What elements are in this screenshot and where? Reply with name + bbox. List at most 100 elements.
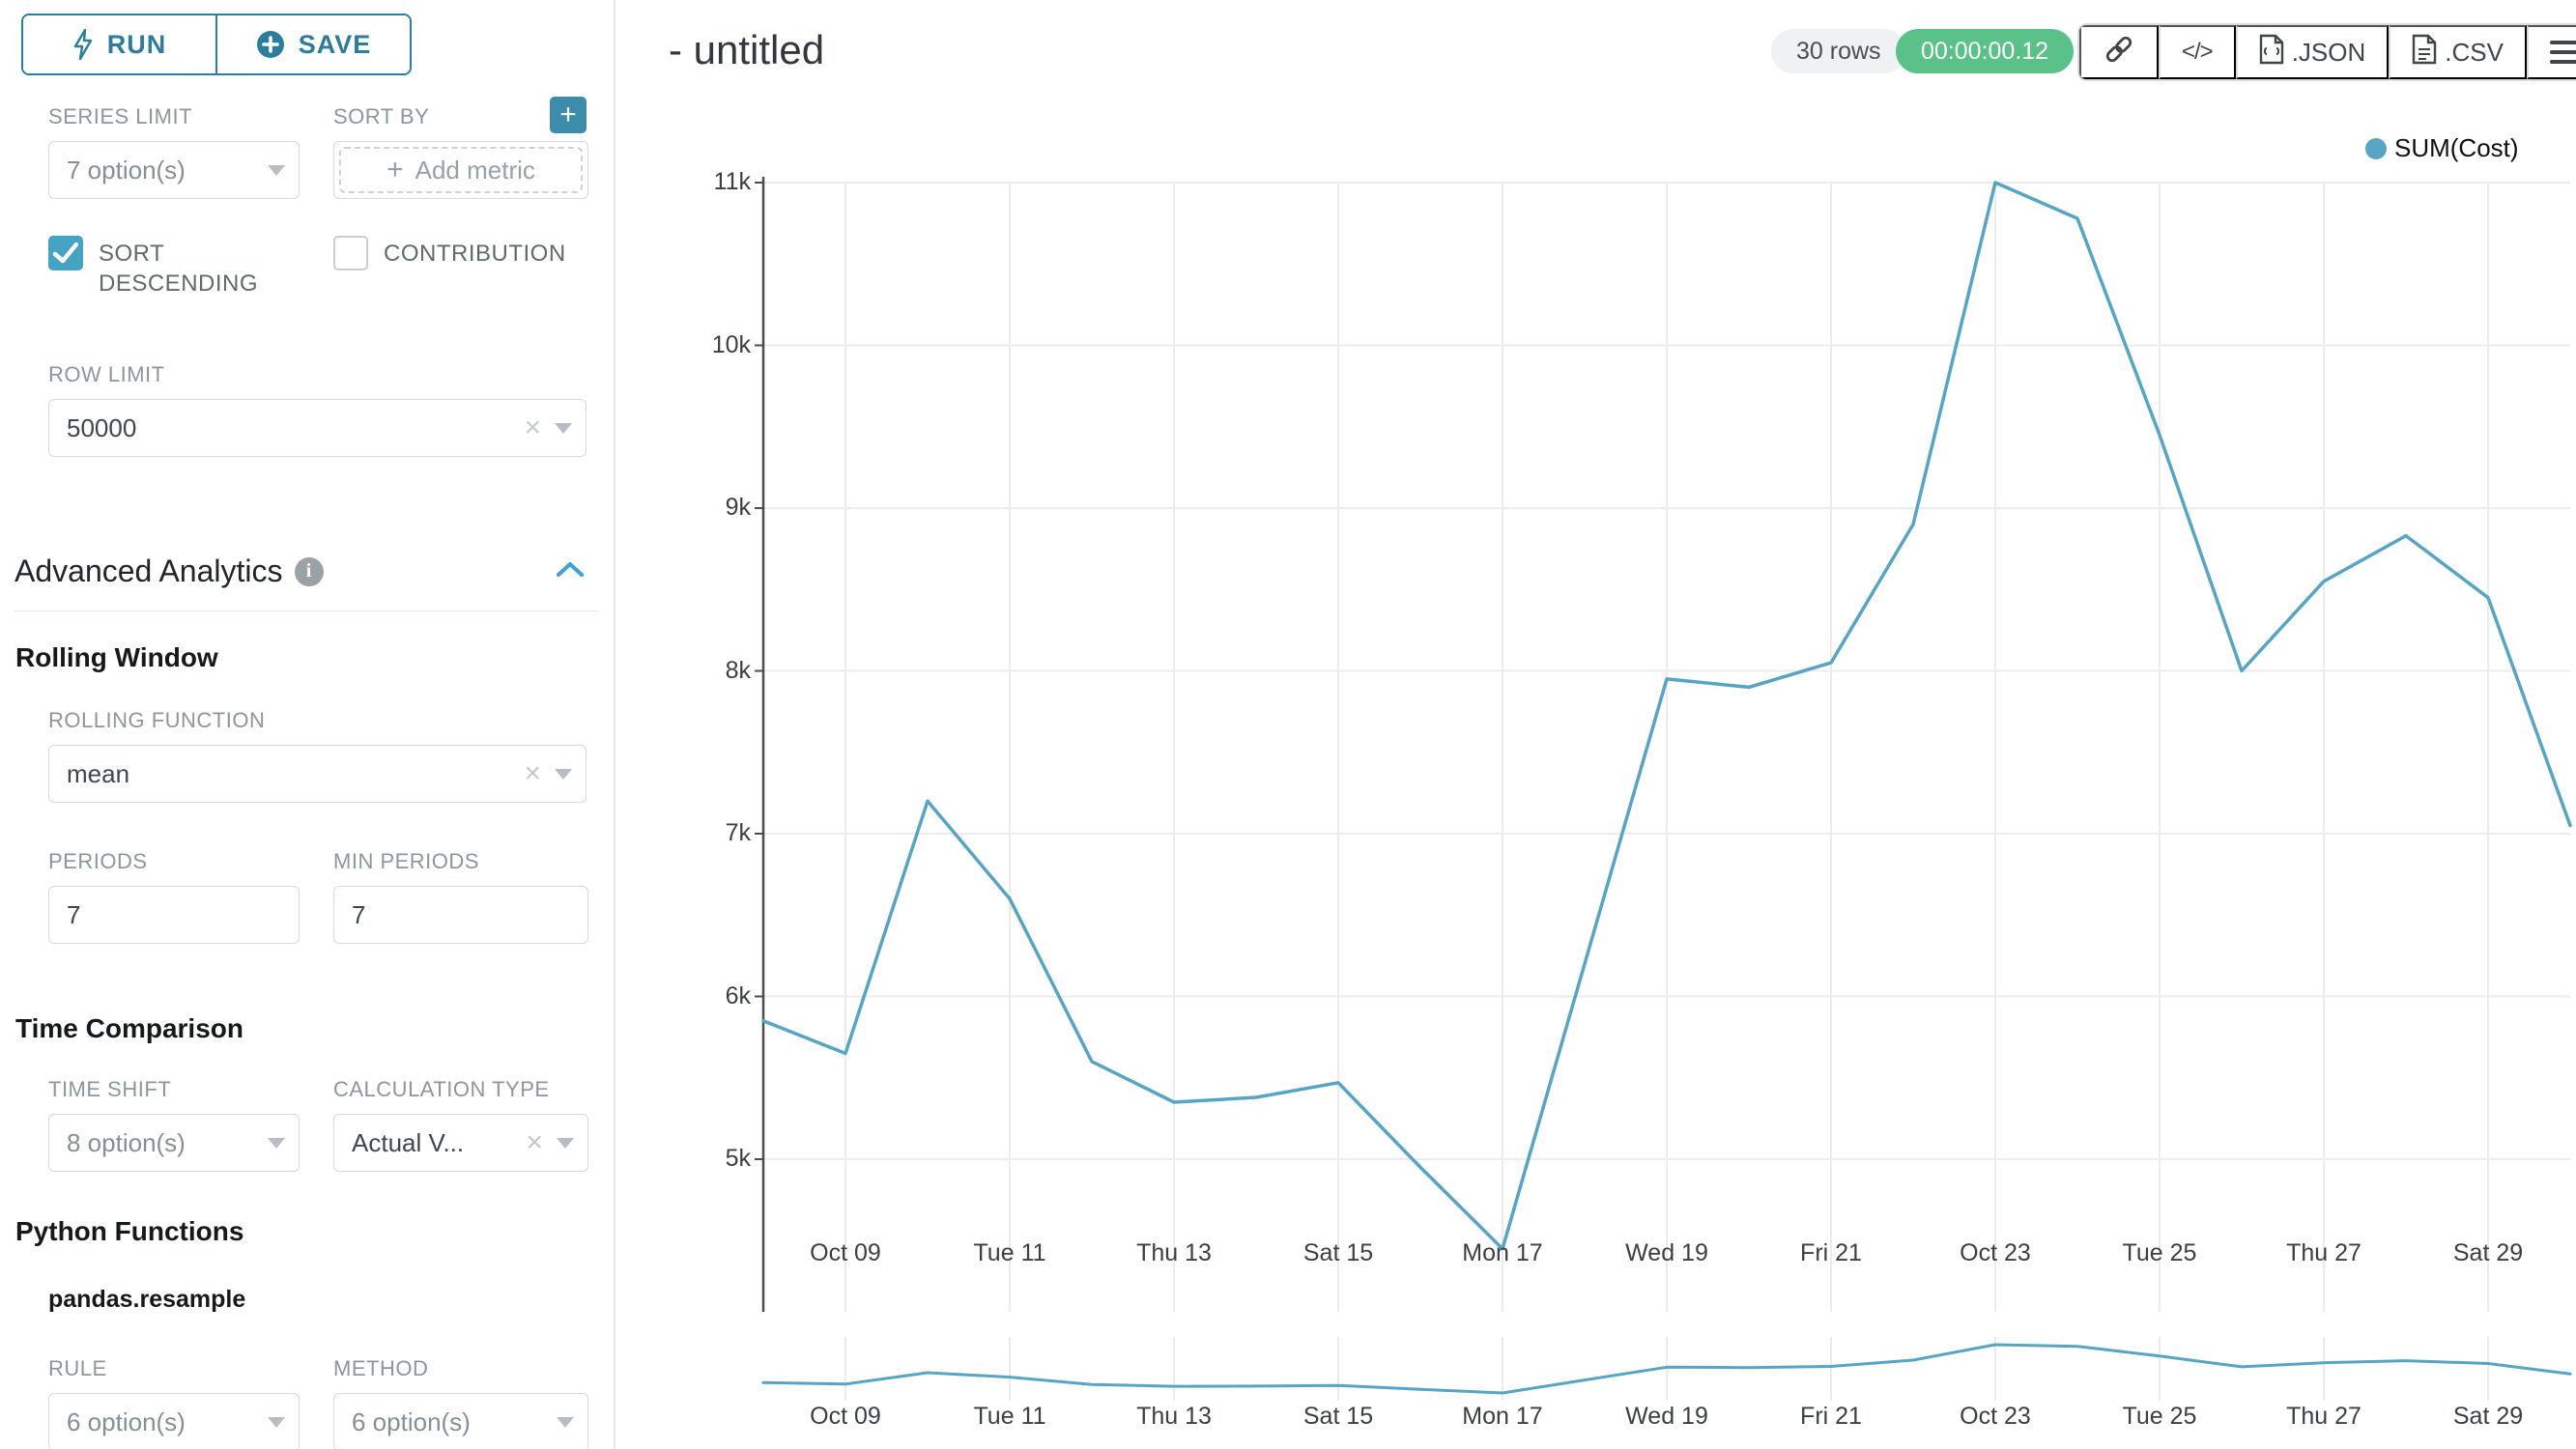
run-save-button-group: RUN SAVE [21,14,412,75]
controls-sidebar: RUN SAVE SERIES LIMIT SORT BY + 7 option… [0,0,615,1449]
chevron-down-icon [268,164,285,176]
x-axis-tick-label: Thu 13 [1136,1239,1212,1266]
mini-x-axis-tick-label: Mon 17 [1462,1403,1543,1430]
x-axis-tick-label: Thu 27 [2286,1239,2361,1266]
x-axis-tick-label: Wed 19 [1625,1239,1708,1266]
rows-count-badge: 30 rows [1771,29,1906,73]
sort-by-label: SORT BY [333,104,430,128]
rolling-function-select[interactable]: mean × [48,745,587,804]
method-label: METHOD [333,1356,429,1381]
series-limit-select[interactable]: 7 option(s) [48,141,300,199]
lightning-icon [72,29,94,60]
mini-x-axis-tick-label: Oct 09 [810,1403,881,1430]
add-metric-plus-button[interactable]: + [550,97,587,133]
y-axis-tick-label: 5k [725,1145,751,1172]
hamburger-menu-icon [2549,41,2576,64]
export-json-button[interactable]: .JSON [2235,25,2390,79]
legend-label: SUM(Cost) [2394,133,2519,162]
x-axis-tick-label: Oct 09 [810,1239,881,1266]
chevron-down-icon [555,422,572,434]
time-shift-label: TIME SHIFT [48,1077,172,1102]
advanced-analytics-title: Advanced Analytics [14,554,283,589]
chevron-down-icon [268,1137,285,1149]
legend-dot-icon [2365,137,2387,159]
json-file-icon [2259,34,2284,71]
clear-icon[interactable]: × [524,757,541,790]
menu-button[interactable] [2526,25,2576,79]
save-button[interactable]: SAVE [215,15,410,73]
sort-descending-checkbox-row[interactable]: SORT DESCENDING [48,236,300,298]
row-limit-value: 50000 [67,412,137,442]
row-limit-label: ROW LIMIT [48,362,165,387]
time-shift-value: 8 option(s) [67,1127,186,1157]
x-axis-tick-label: Tue 11 [973,1239,1046,1266]
checkbox-checked-icon[interactable] [48,236,83,270]
y-axis-tick-label: 11k [713,168,751,195]
main-series-line[interactable] [761,181,2572,1251]
chevron-down-icon [268,1416,285,1428]
chevron-up-icon[interactable] [556,560,585,582]
row-limit-select[interactable]: 50000 × [48,399,587,458]
clear-icon[interactable]: × [524,412,541,444]
x-axis-tick-label: Fri 21 [1800,1239,1862,1266]
json-label: .JSON [2291,37,2366,67]
calculation-type-select[interactable]: Actual V... × [333,1114,588,1173]
rolling-function-value: mean [67,758,130,788]
method-value: 6 option(s) [352,1406,471,1436]
clear-icon[interactable]: × [526,1126,543,1159]
add-metric-label: Add metric [415,155,535,185]
rule-select[interactable]: 6 option(s) [48,1393,300,1449]
mini-chart-line[interactable] [761,1343,2572,1395]
min-periods-input[interactable]: 7 [333,886,588,945]
min-periods-label: MIN PERIODS [333,849,479,874]
x-axis-tick-label: Sat 15 [1302,1239,1374,1266]
method-select[interactable]: 6 option(s) [333,1393,588,1449]
contribution-checkbox-row[interactable]: CONTRIBUTION [333,236,623,298]
periods-input[interactable]: 7 [48,886,300,945]
mini-x-axis-tick-label: Thu 27 [2286,1403,2361,1430]
chart-title[interactable]: - untitled [669,27,825,72]
rolling-function-label: ROLLING FUNCTION [48,708,266,733]
series-limit-label: SERIES LIMIT [48,104,193,128]
rule-value: 6 option(s) [67,1406,186,1436]
x-axis-tick-label: Sat 29 [2452,1239,2524,1266]
min-periods-value: 7 [352,899,366,929]
time-shift-select[interactable]: 8 option(s) [48,1114,300,1173]
x-axis-tick-label: Mon 17 [1462,1239,1543,1266]
calculation-type-value: Actual V... [352,1127,465,1157]
info-icon: i [294,556,324,586]
python-functions-title: Python Functions [15,1216,244,1247]
y-axis-tick-label: 7k [725,819,751,846]
sort-descending-label: SORT DESCENDING [99,241,259,298]
add-metric-button[interactable]: + Add metric [339,147,583,193]
link-icon [2103,33,2135,72]
mini-x-axis-tick-label: Wed 19 [1625,1403,1708,1430]
plus-icon: + [386,154,404,185]
share-link-button[interactable] [2079,25,2159,79]
advanced-analytics-header[interactable]: Advanced Analytics i [0,554,614,589]
x-axis-tick-label: Tue 25 [2122,1239,2197,1266]
csv-label: .CSV [2445,37,2504,67]
chart-legend[interactable]: SUM(Cost) [2365,133,2519,163]
mini-x-axis-tick-label: Sat 29 [2452,1403,2524,1430]
checkbox-unchecked-icon[interactable] [333,236,368,270]
pandas-resample-label: pandas.resample [48,1286,246,1314]
query-timer-badge: 00:00:00.12 [1896,29,2075,73]
export-csv-button[interactable]: .CSV [2389,25,2527,79]
code-icon: </> [2182,39,2214,65]
x-axis-tick-label: Oct 23 [1960,1239,2031,1266]
y-axis-tick-label: 10k [711,330,751,358]
run-label: RUN [106,29,167,59]
csv-file-icon [2412,34,2437,71]
view-query-button[interactable]: </> [2159,25,2236,79]
run-button[interactable]: RUN [23,15,215,73]
series-limit-value: 7 option(s) [67,155,186,185]
mini-x-axis-tick-label: Tue 11 [973,1403,1046,1430]
mini-x-axis-tick-label: Tue 25 [2122,1403,2197,1430]
sort-by-field: + Add metric [333,141,588,199]
plus-circle-icon [256,30,285,59]
contribution-label: CONTRIBUTION [384,241,566,267]
export-button-group: </> .JSON .CSV [2077,23,2576,81]
